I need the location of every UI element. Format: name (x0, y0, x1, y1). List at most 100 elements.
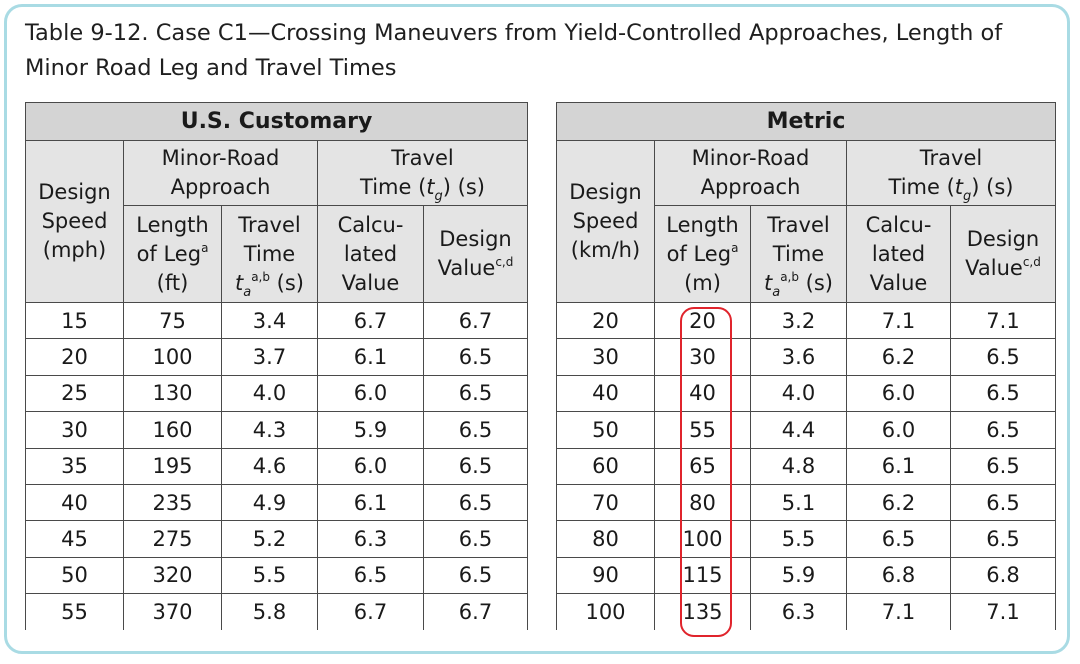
design-value-cell: 6.5 (423, 447, 528, 485)
system-header: U.S. Customary (25, 102, 528, 141)
calculated-value-cell: 6.5 (317, 556, 424, 595)
design-speed-header: Design Speed (mph) (25, 140, 124, 303)
design-value-cell: 6.5 (423, 520, 528, 558)
table-row: 25 130 4.0 6.0 6.5 (25, 374, 528, 413)
design-value-cell: 7.1 (950, 593, 1056, 630)
travel-time-cell: 3.2 (750, 301, 847, 340)
length-of-leg-cell: 130 (123, 374, 222, 413)
calculated-value-cell: 6.7 (317, 593, 424, 630)
system-header: Metric (556, 102, 1056, 141)
travel-time-cell: 3.7 (221, 338, 318, 376)
travel-time-cell: 4.4 (750, 411, 847, 449)
design-speed-cell: 50 (556, 411, 655, 449)
length-of-leg-header: Length of Lega (m) (654, 205, 751, 303)
design-value-cell: 6.5 (423, 374, 528, 413)
metric-table: Metric Design Speed (km/h) Minor-Road Ap… (556, 102, 1056, 630)
length-of-leg-cell: 100 (654, 520, 751, 558)
travel-time-tg-header: Travel Time (tg) (s) (317, 140, 528, 206)
calculated-value-cell: 6.1 (317, 338, 424, 376)
calculated-value-header: Calcu- lated Value (846, 205, 951, 303)
calculated-value-cell: 6.3 (317, 520, 424, 558)
design-speed-cell: 60 (556, 447, 655, 485)
length-of-leg-cell: 235 (123, 483, 222, 522)
design-value-cell: 6.5 (950, 520, 1056, 558)
calculated-value-cell: 6.5 (846, 520, 951, 558)
table-row: 100 135 6.3 7.1 7.1 (556, 593, 1056, 630)
design-value-header: Design Valuec,d (950, 205, 1056, 303)
travel-time-cell: 4.8 (750, 447, 847, 485)
table-row: 90 115 5.9 6.8 6.8 (556, 556, 1056, 595)
design-speed-cell: 30 (556, 338, 655, 376)
calculated-value-cell: 6.7 (317, 301, 424, 340)
design-speed-cell: 90 (556, 556, 655, 595)
us-customary-table: U.S. Customary Design Speed (mph) Minor-… (25, 102, 528, 630)
design-value-cell: 6.5 (950, 338, 1056, 376)
table-row: 15 75 3.4 6.7 6.7 (25, 301, 528, 340)
travel-time-cell: 5.1 (750, 483, 847, 522)
calculated-value-cell: 7.1 (846, 301, 951, 340)
design-speed-cell: 55 (25, 593, 124, 630)
design-value-cell: 6.5 (423, 411, 528, 449)
design-speed-cell: 15 (25, 301, 124, 340)
calculated-value-cell: 6.1 (317, 483, 424, 522)
design-value-cell: 7.1 (950, 301, 1056, 340)
design-speed-header: Design Speed (km/h) (556, 140, 655, 303)
length-of-leg-cell: 75 (123, 301, 222, 340)
travel-time-cell: 5.9 (750, 556, 847, 595)
travel-time-cell: 5.5 (221, 556, 318, 595)
travel-time-cell: 4.6 (221, 447, 318, 485)
calculated-value-cell: 6.0 (846, 411, 951, 449)
design-value-cell: 6.5 (423, 556, 528, 595)
table-row: 60 65 4.8 6.1 6.5 (556, 447, 1056, 485)
design-value-cell: 6.5 (950, 411, 1056, 449)
design-value-cell: 6.7 (423, 301, 528, 340)
length-of-leg-cell: 320 (123, 556, 222, 595)
design-value-cell: 6.5 (950, 374, 1056, 413)
design-speed-cell: 40 (556, 374, 655, 413)
travel-time-cell: 3.6 (750, 338, 847, 376)
length-of-leg-cell: 370 (123, 593, 222, 630)
travel-time-cell: 5.2 (221, 520, 318, 558)
length-of-leg-header: Length of Lega (ft) (123, 205, 222, 303)
table-row: 50 55 4.4 6.0 6.5 (556, 411, 1056, 449)
travel-time-cell: 5.8 (221, 593, 318, 630)
length-of-leg-cell: 115 (654, 556, 751, 595)
design-value-cell: 6.5 (423, 338, 528, 376)
table-row: 20 20 3.2 7.1 7.1 (556, 301, 1056, 340)
table-row: 40 235 4.9 6.1 6.5 (25, 483, 528, 522)
travel-time-tg-header: Travel Time (tg) (s) (846, 140, 1056, 206)
table-caption: Table 9-12. Case C1—Crossing Maneuvers f… (25, 20, 1003, 81)
length-of-leg-cell: 195 (123, 447, 222, 485)
design-speed-cell: 30 (25, 411, 124, 449)
length-of-leg-cell: 275 (123, 520, 222, 558)
minor-road-approach-header: Minor-Road Approach (654, 140, 847, 206)
travel-time-cell: 4.3 (221, 411, 318, 449)
table-row: 35 195 4.6 6.0 6.5 (25, 447, 528, 485)
length-of-leg-cell: 65 (654, 447, 751, 485)
length-of-leg-cell: 40 (654, 374, 751, 413)
calculated-value-header: Calcu- lated Value (317, 205, 424, 303)
table-row: 40 40 4.0 6.0 6.5 (556, 374, 1056, 413)
design-speed-cell: 25 (25, 374, 124, 413)
table-row: 30 30 3.6 6.2 6.5 (556, 338, 1056, 376)
table-row: 45 275 5.2 6.3 6.5 (25, 520, 528, 558)
calculated-value-cell: 6.0 (846, 374, 951, 413)
calculated-value-cell: 5.9 (317, 411, 424, 449)
travel-time-cell: 4.0 (750, 374, 847, 413)
calculated-value-cell: 6.0 (317, 447, 424, 485)
travel-time-cell: 4.0 (221, 374, 318, 413)
travel-time-cell: 3.4 (221, 301, 318, 340)
design-speed-cell: 40 (25, 483, 124, 522)
length-of-leg-cell: 55 (654, 411, 751, 449)
travel-time-cell: 6.3 (750, 593, 847, 630)
design-value-cell: 6.7 (423, 593, 528, 630)
travel-time-ta-header: Travel Time taa,b (s) (221, 205, 318, 303)
calculated-value-cell: 6.2 (846, 483, 951, 522)
table-row: 30 160 4.3 5.9 6.5 (25, 411, 528, 449)
length-of-leg-cell: 160 (123, 411, 222, 449)
travel-time-cell: 5.5 (750, 520, 847, 558)
table-row: 50 320 5.5 6.5 6.5 (25, 556, 528, 595)
design-value-cell: 6.5 (950, 483, 1056, 522)
calculated-value-cell: 7.1 (846, 593, 951, 630)
design-speed-cell: 45 (25, 520, 124, 558)
